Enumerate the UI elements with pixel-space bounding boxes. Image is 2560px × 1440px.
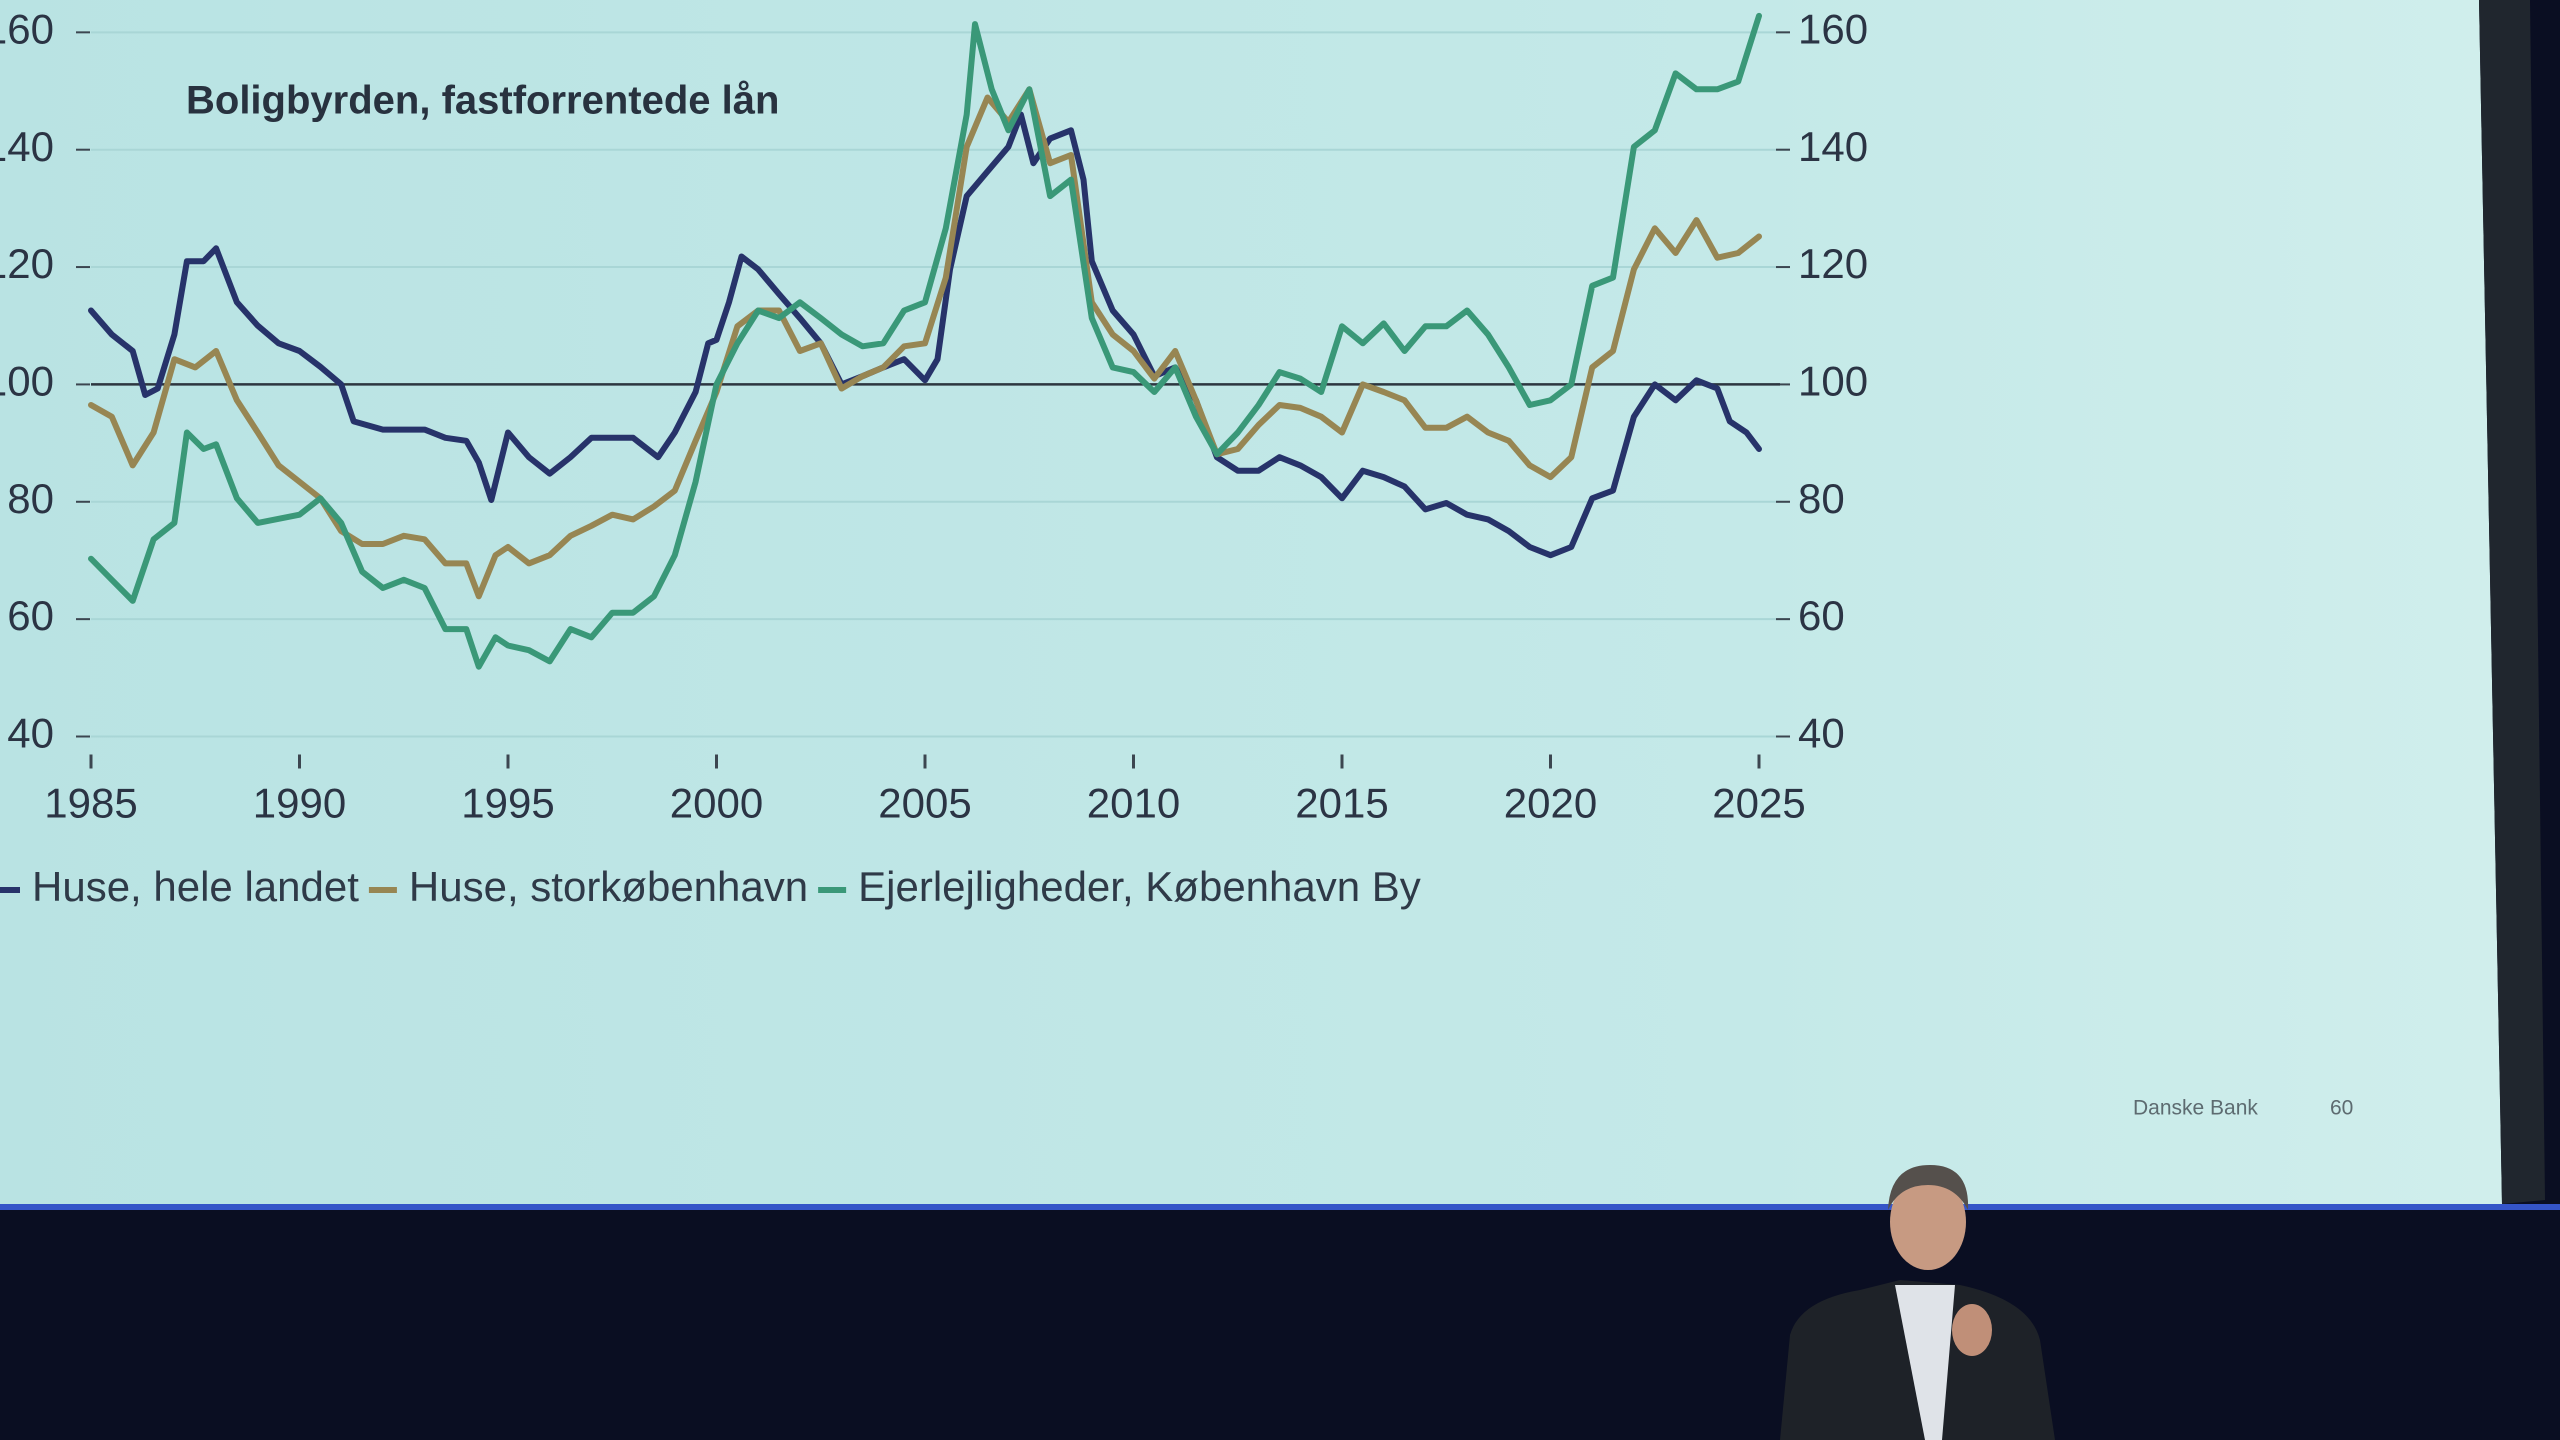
x-tick-label: 1995 bbox=[461, 780, 554, 827]
x-tick-label: 2005 bbox=[878, 780, 971, 827]
y2-tick-label: 120 bbox=[1798, 240, 1868, 287]
presenter-shirt bbox=[1895, 1285, 1955, 1440]
presenter-hand bbox=[1952, 1304, 1992, 1356]
legend-label: Huse, hele landet bbox=[32, 863, 359, 910]
x-tick-label: 1990 bbox=[253, 780, 346, 827]
footer-brand: Danske Bank bbox=[2133, 1097, 2258, 1120]
data-line bbox=[88, 86, 1762, 600]
y-tick-label: 100 bbox=[0, 358, 54, 405]
y2-tick-label: 40 bbox=[1798, 710, 1845, 757]
chart-title: Boligbyrden, fastforrentede lån bbox=[186, 79, 779, 123]
y2-tick-label: 100 bbox=[1798, 358, 1868, 405]
y-tick-label: 60 bbox=[7, 592, 54, 639]
y-tick-label: 160 bbox=[0, 5, 54, 52]
y-tick-label: 80 bbox=[7, 475, 54, 522]
presenter bbox=[1780, 1165, 2055, 1440]
legend-label: Huse, storkøbenhavn bbox=[409, 863, 808, 910]
data-line bbox=[88, 111, 1762, 559]
chart: Boligbyrden, fastforrentede lån 40 60 80 10… bbox=[0, 5, 1868, 910]
x-tick-label: 2015 bbox=[1295, 780, 1388, 827]
footer-page-number: 60 bbox=[2330, 1097, 2353, 1120]
stage-light-line bbox=[0, 1204, 2560, 1210]
presenter-hair bbox=[1888, 1165, 1969, 1210]
y2-tick-label: 140 bbox=[1798, 123, 1868, 170]
screen-edge bbox=[2479, 0, 2545, 1204]
x-tick-label: 2025 bbox=[1712, 780, 1805, 827]
x-tick-label: 2010 bbox=[1087, 780, 1180, 827]
legend-label: Ejerlejligheder, København By bbox=[858, 863, 1421, 910]
y-tick-label: 120 bbox=[0, 240, 54, 287]
y-tick-label: 40 bbox=[7, 710, 54, 757]
x-tick-label: 2000 bbox=[670, 780, 763, 827]
data-line bbox=[88, 12, 1762, 670]
x-tick-label: 1985 bbox=[44, 780, 137, 827]
presenter-head bbox=[1890, 1174, 1966, 1270]
x-tick-label: 2020 bbox=[1504, 780, 1597, 827]
y-tick-label: 140 bbox=[0, 123, 54, 170]
y2-tick-label: 80 bbox=[1798, 475, 1845, 522]
y2-tick-label: 160 bbox=[1798, 5, 1868, 52]
slide bbox=[0, 0, 2502, 1204]
y2-tick-label: 60 bbox=[1798, 592, 1845, 639]
